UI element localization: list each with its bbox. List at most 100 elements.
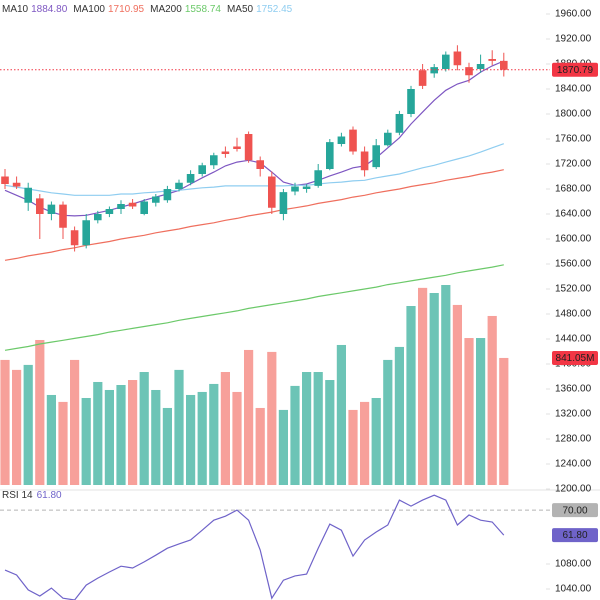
candle-body	[453, 51, 462, 66]
candle-body	[198, 165, 206, 174]
y-tick-label: 1240.00	[555, 459, 592, 470]
volume-bar	[487, 315, 497, 485]
candle-body	[337, 136, 346, 144]
candle-body	[372, 145, 380, 168]
volume-bar	[116, 385, 126, 485]
candle-body	[36, 198, 44, 214]
volume-bar	[406, 305, 416, 485]
volume-bar	[371, 397, 381, 485]
candle-body	[24, 187, 32, 203]
candle-body	[233, 146, 241, 149]
rsi-line	[4, 494, 505, 600]
candle-body	[1, 176, 9, 184]
volume-label: 841.05M	[556, 353, 595, 364]
volume-bar	[267, 351, 277, 485]
candle-body	[221, 151, 230, 154]
y-tick-label: 1560.00	[555, 259, 592, 270]
candle-body	[82, 220, 90, 246]
y-tick-label: 1280.00	[555, 434, 592, 445]
rsi-value-label: 61.80	[562, 530, 587, 541]
volume-bar	[290, 385, 300, 485]
rsi-level-box	[552, 503, 598, 518]
volume-bar	[12, 369, 22, 485]
candle-body	[349, 129, 357, 152]
candle-body	[291, 186, 299, 192]
volume-bar	[186, 394, 196, 485]
volume-bar	[464, 338, 474, 485]
y-tick-label: 1040.00	[555, 584, 592, 595]
y-tick-label: 1960.00	[555, 9, 592, 20]
y-tick-label: 1680.00	[555, 184, 592, 195]
volume-bar	[23, 364, 33, 485]
volume-bar	[360, 401, 370, 485]
volume-bar	[70, 359, 80, 485]
candle-body	[314, 170, 322, 186]
candle-body	[94, 214, 102, 221]
volume-bar	[336, 344, 346, 485]
volume-bar	[429, 293, 439, 485]
ma-legend-value: 1710.95	[108, 4, 145, 15]
candle-body	[418, 70, 427, 86]
candle-body	[279, 192, 288, 214]
volume-bar	[232, 391, 242, 485]
volume-bar	[197, 391, 207, 485]
candle-body	[384, 132, 392, 146]
candle-body	[244, 134, 253, 161]
candle-body	[210, 155, 218, 166]
candle-body	[59, 204, 67, 228]
candle-body	[302, 186, 311, 189]
volume-bar	[35, 339, 45, 485]
candle-body	[500, 60, 508, 70]
candle-body	[360, 151, 369, 171]
volume-bar	[209, 383, 219, 485]
rsi-legend-value: 61.80	[37, 490, 62, 501]
ma-legend-value: 1752.45	[256, 4, 293, 15]
candle-body	[326, 142, 334, 169]
ma-legend: MA10 1884.80 MA100 1710.95 MA200 1558.74 MA50 1…	[2, 4, 293, 15]
volume-bar	[383, 359, 393, 485]
volume-bar	[348, 409, 358, 485]
y-tick-label: 1480.00	[555, 309, 592, 320]
volume-box	[552, 350, 598, 365]
candle-body	[47, 204, 56, 214]
volume-bar	[220, 372, 230, 485]
volume-bar	[128, 380, 138, 485]
y-tick-label: 1360.00	[555, 384, 592, 395]
rsi-legend-name: RSI 14	[2, 490, 33, 501]
rsi-legend: RSI 14 61.80	[2, 490, 62, 501]
candle-body	[12, 182, 21, 187]
candle-body	[268, 176, 276, 208]
y-tick-label: 1440.00	[555, 334, 592, 345]
ma-line	[4, 143, 504, 196]
y-tick-label: 1640.00	[555, 209, 592, 220]
ma-legend-name: MA100	[73, 4, 105, 15]
rsi-level-label: 70.00	[562, 505, 587, 516]
candle-body	[152, 196, 160, 203]
volume-bar	[394, 346, 404, 485]
volume-bar	[499, 357, 509, 485]
rsi-value-box	[552, 528, 598, 543]
y-tick-label: 1080.00	[555, 559, 592, 570]
ma-legend-value: 1884.80	[31, 4, 68, 15]
last-price-label: 1870.79	[557, 65, 594, 76]
volume-bar	[255, 407, 265, 485]
volume-bar	[58, 401, 68, 485]
volume-bar	[302, 372, 312, 485]
candle-body	[395, 114, 404, 133]
y-tick-label: 1760.00	[555, 134, 592, 145]
y-tick-label: 1200.00	[555, 484, 592, 495]
last-price-box	[552, 62, 598, 77]
candle-body	[140, 201, 148, 214]
volume-bar	[104, 389, 114, 485]
candle-body	[488, 59, 496, 61]
candle-body	[70, 230, 79, 246]
candle-body	[476, 64, 485, 69]
volume-bar	[452, 304, 462, 485]
candle-body	[175, 182, 183, 189]
ma-line	[4, 60, 505, 217]
y-tick-label: 1320.00	[555, 409, 592, 420]
ma-legend-name: MA10	[2, 4, 29, 15]
candle-body	[256, 160, 264, 169]
